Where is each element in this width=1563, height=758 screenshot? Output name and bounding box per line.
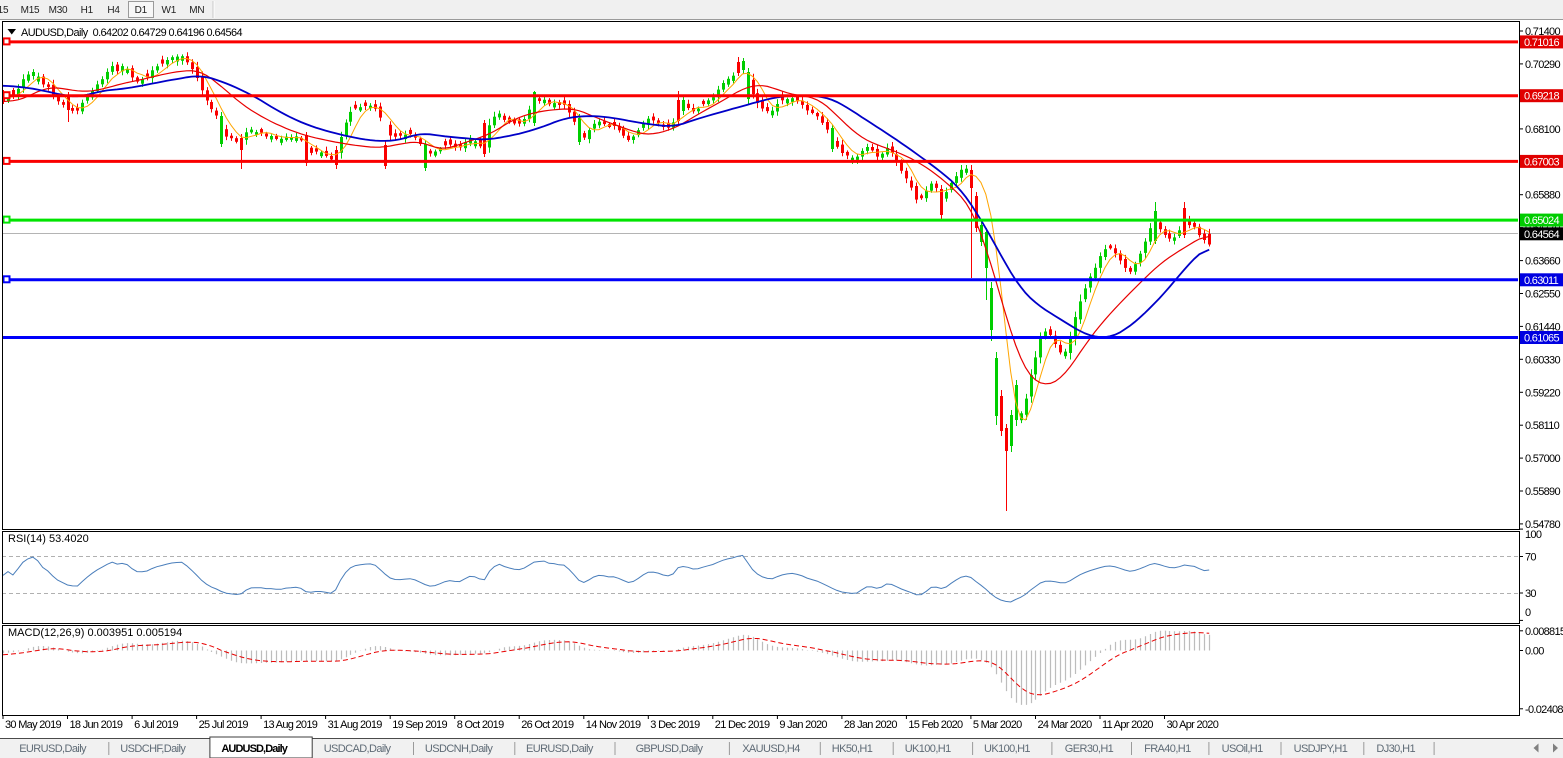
svg-text:EURUSD,Daily: EURUSD,Daily — [19, 743, 87, 755]
svg-text:0.70290: 0.70290 — [1525, 59, 1560, 71]
svg-text:25 Jul 2019: 25 Jul 2019 — [199, 719, 249, 731]
svg-text:0.65880: 0.65880 — [1525, 190, 1560, 202]
svg-text:0.65024: 0.65024 — [1524, 215, 1559, 227]
svg-text:MN: MN — [189, 5, 204, 16]
svg-text:EURUSD,Daily: EURUSD,Daily — [526, 743, 594, 755]
svg-text:0.68100: 0.68100 — [1525, 124, 1560, 136]
svg-text:0.008815: 0.008815 — [1525, 626, 1563, 638]
svg-text:0.63660: 0.63660 — [1525, 256, 1560, 268]
svg-text:USDCHF,Daily: USDCHF,Daily — [120, 743, 186, 755]
svg-text:0.69218: 0.69218 — [1524, 91, 1559, 103]
svg-text:70: 70 — [1525, 552, 1536, 564]
svg-text:XAUUSD,H4: XAUUSD,H4 — [742, 743, 800, 755]
svg-text:M30: M30 — [49, 5, 68, 16]
svg-text:USDCAD,Daily: USDCAD,Daily — [324, 743, 392, 755]
svg-text:0.71400: 0.71400 — [1525, 26, 1560, 38]
svg-text:USDJPY,H1: USDJPY,H1 — [1294, 743, 1348, 755]
svg-text:0.71016: 0.71016 — [1524, 37, 1559, 49]
svg-text:GBPUSD,Daily: GBPUSD,Daily — [636, 743, 704, 755]
svg-text:9 Jan 2020: 9 Jan 2020 — [779, 719, 827, 731]
svg-text:USDCNH,Daily: USDCNH,Daily — [425, 743, 493, 755]
svg-text:FRA40,H1: FRA40,H1 — [1144, 743, 1191, 755]
svg-text:13 Aug 2019: 13 Aug 2019 — [263, 719, 318, 731]
svg-text:AUDUSD,Daily: AUDUSD,Daily — [221, 743, 288, 755]
svg-text:0.62550: 0.62550 — [1525, 289, 1560, 301]
svg-text:GER30,H1: GER30,H1 — [1065, 743, 1114, 755]
svg-text:D1: D1 — [135, 5, 148, 16]
svg-text:28 Jan 2020: 28 Jan 2020 — [844, 719, 897, 731]
svg-text:H1: H1 — [81, 5, 94, 16]
svg-text:0.60330: 0.60330 — [1525, 354, 1560, 366]
svg-text:H4: H4 — [107, 5, 120, 16]
svg-text:0.54780: 0.54780 — [1525, 519, 1560, 531]
svg-text:8 Oct 2019: 8 Oct 2019 — [457, 719, 504, 731]
svg-text:DJ30,H1: DJ30,H1 — [1376, 743, 1415, 755]
svg-text:11 Apr 2020: 11 Apr 2020 — [1102, 719, 1153, 731]
svg-text:0.58110: 0.58110 — [1525, 420, 1560, 432]
svg-text:RSI(14) 53.4020: RSI(14) 53.4020 — [8, 533, 89, 545]
svg-text:31 Aug 2019: 31 Aug 2019 — [328, 719, 383, 731]
svg-text:18 Jun 2019: 18 Jun 2019 — [70, 719, 123, 731]
svg-text:26 Oct 2019: 26 Oct 2019 — [521, 719, 574, 731]
svg-text:3 Dec 2019: 3 Dec 2019 — [650, 719, 700, 731]
svg-text:15 Feb 2020: 15 Feb 2020 — [908, 719, 963, 731]
svg-text:0.57000: 0.57000 — [1525, 453, 1560, 465]
svg-text:21 Dec 2019: 21 Dec 2019 — [715, 719, 770, 731]
svg-text:UK100,H1: UK100,H1 — [984, 743, 1030, 755]
svg-text:15: 15 — [0, 5, 9, 16]
svg-text:W1: W1 — [161, 5, 176, 16]
svg-text:0.63011: 0.63011 — [1524, 275, 1559, 287]
svg-text:0.55890: 0.55890 — [1525, 486, 1560, 498]
svg-text:HK50,H1: HK50,H1 — [832, 743, 873, 755]
svg-text:0.64564: 0.64564 — [1524, 229, 1559, 241]
svg-text:0: 0 — [1525, 607, 1531, 619]
svg-text:30 Apr 2020: 30 Apr 2020 — [1167, 719, 1219, 731]
svg-text:M15: M15 — [21, 5, 40, 16]
svg-text:100: 100 — [1525, 529, 1542, 541]
svg-text:30: 30 — [1525, 588, 1536, 600]
svg-text:30 May 2019: 30 May 2019 — [5, 719, 61, 731]
svg-text:0.61065: 0.61065 — [1524, 333, 1559, 345]
svg-text:-0.024082: -0.024082 — [1525, 704, 1563, 716]
svg-text:0.67003: 0.67003 — [1524, 156, 1559, 168]
svg-text:MACD(12,26,9) 0.003951 0.00519: MACD(12,26,9) 0.003951 0.005194 — [8, 627, 182, 639]
svg-text:UK100,H1: UK100,H1 — [905, 743, 951, 755]
svg-text:14 Nov 2019: 14 Nov 2019 — [586, 719, 641, 731]
svg-text:19 Sep 2019: 19 Sep 2019 — [392, 719, 447, 731]
svg-text:6 Jul 2019: 6 Jul 2019 — [134, 719, 178, 731]
svg-text:USOil,H1: USOil,H1 — [1222, 743, 1264, 755]
svg-text:24 Mar 2020: 24 Mar 2020 — [1038, 719, 1093, 731]
svg-text:0.59220: 0.59220 — [1525, 387, 1560, 399]
svg-text:5 Mar 2020: 5 Mar 2020 — [973, 719, 1022, 731]
svg-text:0.61440: 0.61440 — [1525, 321, 1560, 333]
svg-text:AUDUSD,Daily 0.64202 0.64729: AUDUSD,Daily 0.64202 0.64729 0.64196 0.6… — [21, 27, 243, 39]
svg-text:0.00: 0.00 — [1525, 646, 1544, 658]
